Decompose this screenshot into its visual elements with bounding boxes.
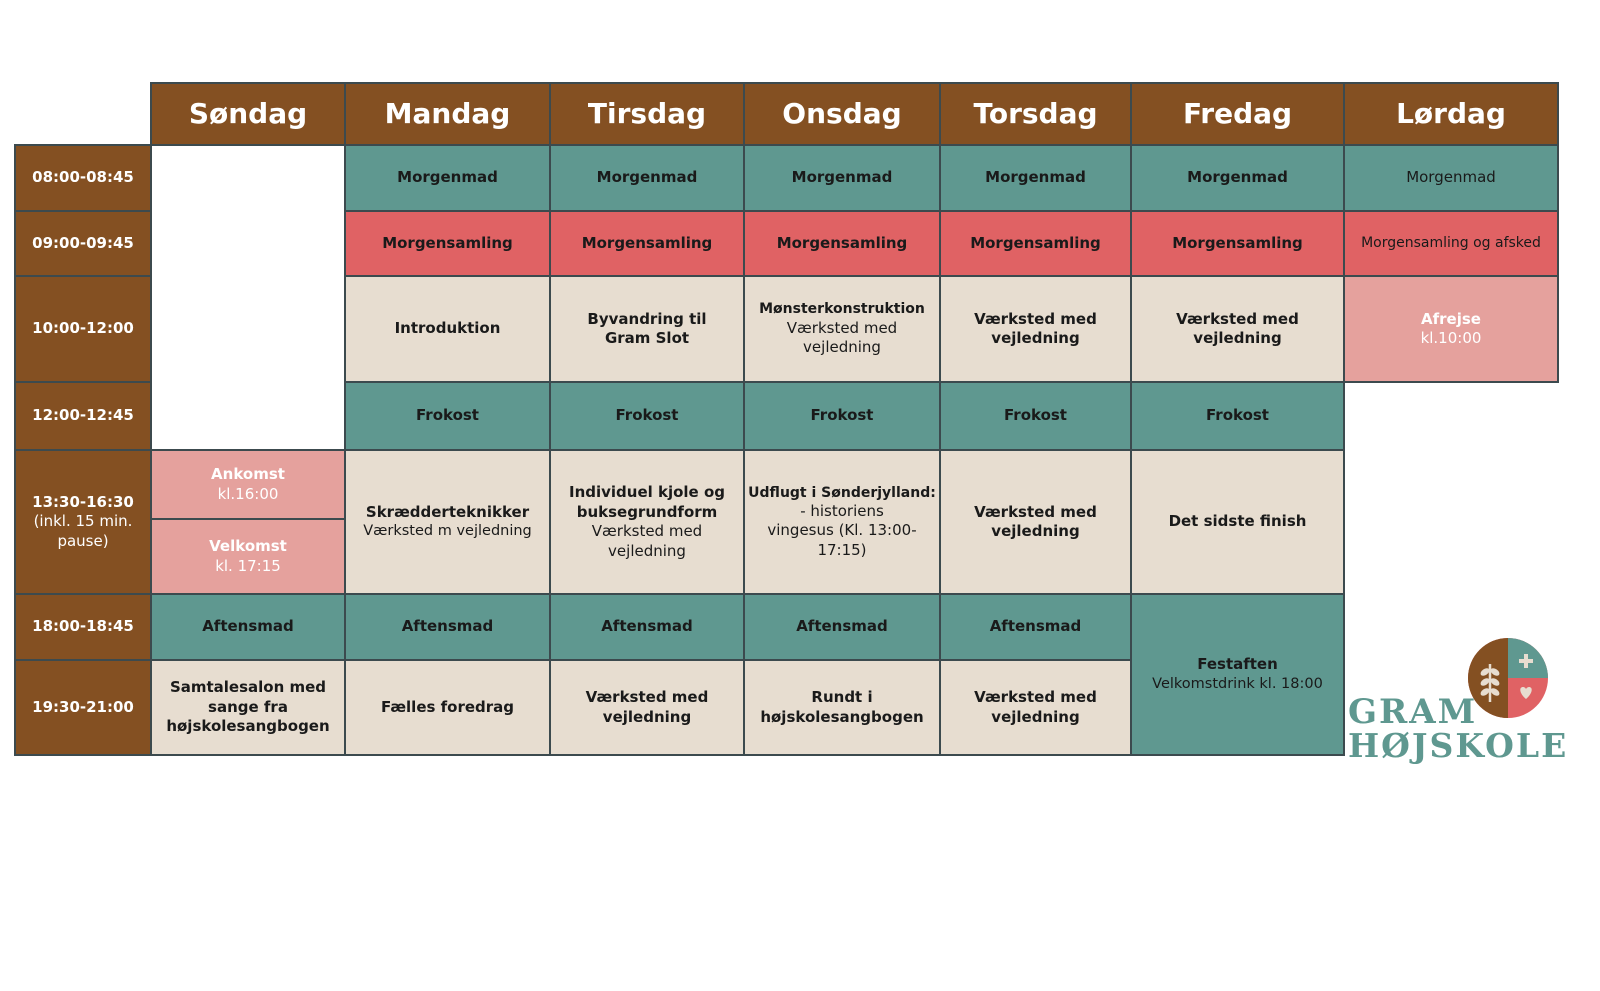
header-mandag: Mandag: [344, 82, 551, 146]
morning-fredag: Værksted med vejledning: [1130, 275, 1345, 383]
logo-line-1: GRAM: [1348, 692, 1478, 732]
morning-onsdag: Mønsterkonstruktion Værksted med vejledn…: [743, 275, 941, 383]
time-label: 18:00-18:45: [32, 617, 134, 636]
header-sondag: Søndag: [150, 82, 346, 146]
activity-title: Rundt i højskolesangbogen: [760, 688, 924, 726]
breakfast-onsdag: Morgenmad: [743, 144, 941, 212]
sondag-blank: [150, 144, 346, 451]
evening-mandag: Fælles foredrag: [344, 659, 551, 756]
party-subtitle: Velkomstdrink kl. 18:00: [1152, 675, 1323, 692]
activity-title: Samtalesalon med sange fra højskolesangb…: [166, 678, 330, 736]
breakfast-lordag: Morgenmad: [1343, 144, 1559, 212]
time-slot: 10:00-12:00: [14, 275, 152, 383]
time-label: 09:00-09:45: [32, 233, 134, 252]
lunch-fredag: Frokost: [1130, 381, 1345, 451]
welcome-title: Velkomst: [209, 537, 287, 555]
activity-title: Udflugt i Sønderjylland:: [748, 484, 936, 501]
activity-subtitle: Værksted m vejledning: [363, 523, 532, 540]
header-fredag: Fredag: [1130, 82, 1345, 146]
morning-torsdag: Værksted med vejledning: [939, 275, 1132, 383]
party-title: Festaften: [1197, 655, 1278, 674]
activity-title: Fælles foredrag: [380, 697, 515, 716]
dinner-torsdag: Aftensmad: [939, 593, 1132, 661]
time-slot: 08:00-08:45: [14, 144, 152, 212]
time-label: 08:00-08:45: [32, 168, 134, 187]
time-label: 13:30-16:30: [32, 492, 134, 511]
evening-sondag: Samtalesalon med sange fra højskolesangb…: [150, 659, 346, 756]
header-tirsdag: Tirsdag: [549, 82, 745, 146]
evening-tirsdag: Værksted med vejledning: [549, 659, 745, 756]
header-torsdag: Torsdag: [939, 82, 1132, 146]
breakfast-fredag: Morgenmad: [1130, 144, 1345, 212]
afternoon-mandag: Skrædderteknikker Værksted m vejledning: [344, 449, 551, 595]
welcome-time: kl. 17:15: [215, 556, 281, 575]
dinner-onsdag: Aftensmad: [743, 593, 941, 661]
activity-title: Individuel kjole og buksegrundform: [568, 483, 725, 521]
time-label: 19:30-21:00: [32, 697, 134, 716]
morning-lordag: Afrejse kl.10:00: [1343, 275, 1559, 383]
dinner-sondag: Aftensmad: [150, 593, 346, 661]
assembly-fredag: Morgensamling: [1130, 210, 1345, 277]
time-label: 12:00-12:45: [32, 406, 134, 425]
time-slot: 18:00-18:45: [14, 593, 152, 661]
activity-title: Mønsterkonstruktion: [759, 301, 925, 318]
evening-torsdag: Værksted med vejledning: [939, 659, 1132, 756]
assembly-lordag: Morgensamling og afsked: [1343, 210, 1559, 277]
morning-mandag: Introduktion: [344, 275, 551, 383]
morning-tirsdag: Byvandring til Gram Slot: [549, 275, 745, 383]
arrival-title: Ankomst: [211, 465, 285, 483]
breakfast-mandag: Morgenmad: [344, 144, 551, 212]
breakfast-tirsdag: Morgenmad: [549, 144, 745, 212]
afternoon-sondag-welcome: Velkomst kl. 17:15: [150, 518, 346, 595]
activity-subtitle: Værksted med vejledning: [786, 318, 898, 357]
time-slot: 09:00-09:45: [14, 210, 152, 277]
afternoon-fredag: Det sidste finish: [1130, 449, 1345, 595]
activity-title: Værksted med vejledning: [1176, 309, 1299, 348]
evening-onsdag: Rundt i højskolesangbogen: [743, 659, 941, 756]
activity-title: Det sidste finish: [1168, 512, 1307, 531]
lunch-onsdag: Frokost: [743, 381, 941, 451]
activity-title: Værksted med vejledning: [974, 688, 1097, 726]
breakfast-torsdag: Morgenmad: [939, 144, 1132, 212]
assembly-onsdag: Morgensamling: [743, 210, 941, 277]
header-lordag: Lørdag: [1343, 82, 1559, 146]
activity-subtitle: Værksted med vejledning: [591, 522, 703, 560]
lunch-mandag: Frokost: [344, 381, 551, 451]
departure-time: kl.10:00: [1420, 329, 1482, 347]
time-slot: 12:00-12:45: [14, 381, 152, 451]
gram-hojskole-logo: GRAM HØJSKOLE: [1348, 638, 1580, 776]
assembly-mandag: Morgensamling: [344, 210, 551, 277]
lunch-torsdag: Frokost: [939, 381, 1132, 451]
logo-line-2: HØJSKOLE: [1348, 726, 1569, 765]
logo-emblem-icon: [1468, 638, 1548, 718]
arrival-time: kl.16:00: [217, 484, 279, 503]
time-label: 10:00-12:00: [32, 319, 134, 338]
afternoon-tirsdag: Individuel kjole og buksegrundform Værks…: [549, 449, 745, 595]
dinner-mandag: Aftensmad: [344, 593, 551, 661]
assembly-tirsdag: Morgensamling: [549, 210, 745, 277]
time-slot: 13:30-16:30 (inkl. 15 min. pause): [14, 449, 152, 595]
afternoon-sondag-arrival: Ankomst kl.16:00: [150, 449, 346, 520]
activity-title: Introduktion: [394, 319, 501, 338]
lunch-tirsdag: Frokost: [549, 381, 745, 451]
time-slot: 19:30-21:00: [14, 659, 152, 756]
activity-title: Byvandring til Gram Slot: [587, 309, 707, 348]
activity-title: Værksted med vejledning: [974, 309, 1097, 348]
activity-title: Værksted med vejledning: [585, 688, 709, 726]
dinner-tirsdag: Aftensmad: [549, 593, 745, 661]
activity-subtitle: - historiens vingesus (Kl. 13:00-17:15): [767, 501, 917, 559]
header-onsdag: Onsdag: [743, 82, 941, 146]
activity-title: Skrædderteknikker: [365, 502, 530, 521]
festaften-fredag: Festaften Velkomstdrink kl. 18:00: [1130, 593, 1345, 756]
afternoon-onsdag: Udflugt i Sønderjylland: - historiens vi…: [743, 449, 941, 595]
departure-title: Afrejse: [1421, 309, 1481, 328]
activity-title: Værksted med vejledning: [974, 502, 1097, 541]
time-sublabel: (inkl. 15 min. pause): [33, 512, 133, 550]
afternoon-torsdag: Værksted med vejledning: [939, 449, 1132, 595]
assembly-torsdag: Morgensamling: [939, 210, 1132, 277]
